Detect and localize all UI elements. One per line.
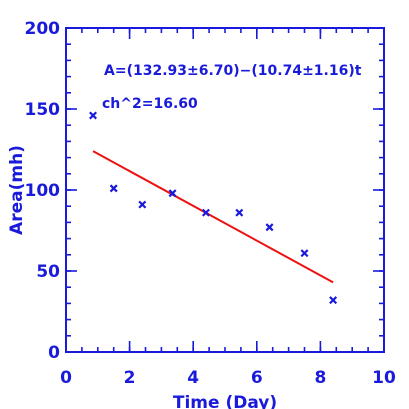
- data-point: [201, 208, 210, 217]
- data-point: [300, 249, 309, 258]
- data-point: [168, 189, 177, 198]
- y-tick-label: 200: [25, 19, 61, 39]
- data-point: [89, 111, 98, 120]
- data-point: [329, 296, 338, 305]
- data-point: [265, 223, 274, 232]
- x-axis-label: Time (Day): [173, 393, 277, 409]
- fit-equation-annotation: A=(132.93±6.70)−(10.74±1.16)t: [104, 63, 362, 79]
- y-tick-labels: 0 50 100 150 200: [25, 19, 61, 363]
- data-point: [138, 200, 147, 209]
- y-tick-label: 150: [25, 100, 61, 120]
- x-tick-label: 2: [124, 368, 136, 388]
- major-ticks: [65, 27, 385, 353]
- y-tick-label: 100: [25, 181, 61, 201]
- x-tick-label: 0: [60, 368, 72, 388]
- y-tick-label: 50: [36, 262, 60, 282]
- data-point: [109, 184, 118, 193]
- x-tick-label: 6: [251, 368, 263, 388]
- fit-line: [92, 150, 334, 284]
- y-axis-label: Area(mh): [7, 145, 27, 235]
- x-tick-label: 8: [314, 368, 326, 388]
- chi-square-annotation: ch^2=16.60: [102, 96, 198, 112]
- x-tick-label: 10: [372, 368, 396, 388]
- x-tick-labels: 0 2 4 6 8 10: [60, 368, 396, 388]
- y-tick-label: 0: [48, 343, 60, 363]
- data-point: [235, 208, 244, 217]
- x-tick-label: 4: [187, 368, 199, 388]
- data-points: [89, 111, 338, 305]
